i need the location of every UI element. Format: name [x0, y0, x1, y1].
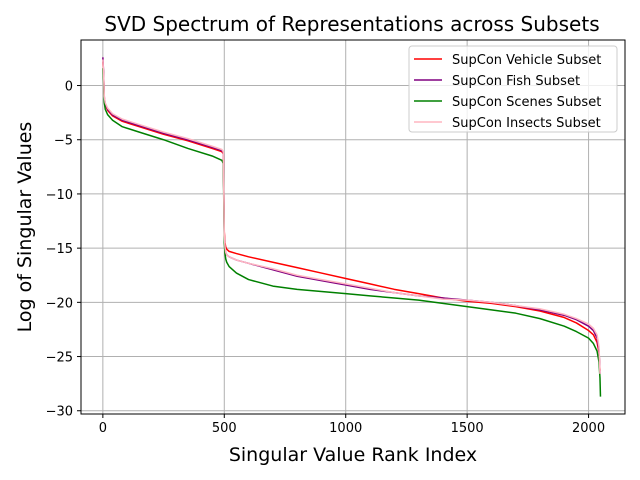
legend-label-supcon-fish-subset: SupCon Fish Subset: [452, 74, 580, 89]
x-tick-label: 1000: [329, 421, 362, 436]
series-lines: [102, 57, 602, 397]
y-axis-title: Log of Singular Values: [14, 122, 36, 333]
x-tick-label: 0: [99, 421, 107, 436]
y-tick-label: −5: [54, 134, 73, 149]
legend-box: [408, 45, 618, 133]
y-tick-label: −30: [46, 405, 73, 420]
legend-label-supcon-scenes-subset: SupCon Scenes Subset: [452, 95, 601, 110]
y-tick-label: −15: [46, 242, 73, 257]
series-line-supcon-scenes-subset: [102, 68, 602, 397]
legend-label-supcon-insects-subset: SupCon Insects Subset: [452, 116, 601, 131]
ticks: 0 500 1000 1500 2000 0 −5 −10 −15 −20 −25 −30: [46, 80, 606, 436]
legend-label-supcon-vehicle-subset: SupCon Vehicle Subset: [452, 53, 601, 68]
y-tick-label: −10: [46, 188, 73, 203]
y-tick-label: −20: [46, 296, 73, 311]
x-tick-label: 500: [212, 421, 237, 436]
plot-frame: [80, 39, 626, 415]
y-tick-label: −25: [46, 351, 73, 366]
x-tick-label: 2000: [572, 421, 605, 436]
x-axis-title: Singular Value Rank Index: [229, 444, 477, 466]
series-line-supcon-insects-subset: [102, 59, 601, 374]
series-line-supcon-vehicle-subset: [102, 61, 601, 371]
x-tick-label: 1500: [451, 421, 484, 436]
y-tick-label: 0: [65, 80, 73, 95]
chart-title: SVD Spectrum of Representations across S…: [104, 12, 599, 36]
legend: SupCon Vehicle Subset SupCon Fish Subset S…: [408, 45, 618, 133]
